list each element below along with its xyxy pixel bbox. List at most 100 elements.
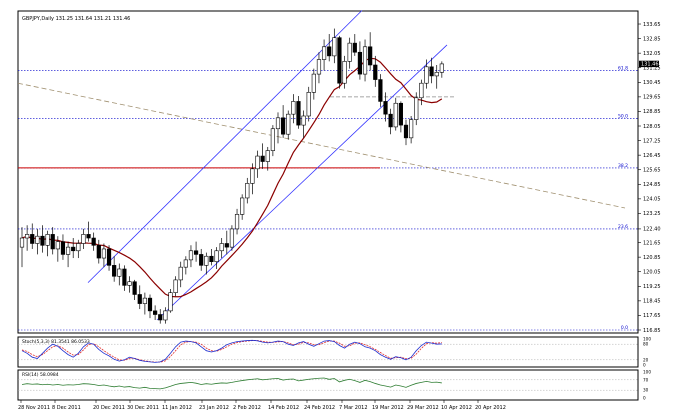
candle-body	[25, 234, 30, 239]
y-tick-label: 130.45	[643, 80, 661, 86]
x-tick-label: 24 Feb 2012	[304, 405, 335, 411]
candle-body	[357, 51, 363, 75]
x-tick-label: 8 Dec 2011	[52, 405, 81, 411]
candle-body	[409, 119, 414, 139]
y-tick-label: 132.85	[643, 36, 661, 42]
y-tick-label: 132.05	[643, 51, 661, 57]
x-tick-label: 28 Nov 2011	[18, 405, 50, 411]
stoch-label: Stoch(5,3,3) 81.3541 86.0533	[22, 339, 90, 345]
candle-body	[240, 197, 245, 215]
stoch-main-line	[21, 339, 442, 363]
y-tick-label: 124.05	[643, 197, 661, 203]
candle-body	[337, 37, 342, 84]
stoch-panel-frame	[17, 336, 639, 368]
candle-body	[71, 246, 76, 252]
candle-body	[229, 228, 235, 248]
fibonacci-label: 61.8	[618, 65, 628, 71]
candle-body	[45, 234, 50, 246]
candle-body	[76, 243, 81, 252]
candle-body	[209, 255, 214, 263]
x-tick-label: 14 Feb 2012	[268, 405, 299, 411]
candle-body	[127, 281, 132, 286]
stoch-axis-label: 80	[643, 342, 649, 347]
trend-line-dashed	[17, 82, 626, 209]
y-tick-label: 127.25	[643, 138, 661, 144]
candle-body	[311, 73, 316, 93]
candle-body	[224, 243, 229, 248]
candle-body	[35, 235, 40, 244]
candle-body	[173, 279, 178, 293]
y-tick-label: 131.25	[643, 66, 661, 72]
rsi-axis-label: 0	[643, 396, 646, 401]
candle-body	[86, 234, 91, 239]
candle-body	[55, 241, 60, 250]
candle-body	[142, 297, 147, 304]
stoch-axis-label: 100	[643, 337, 651, 342]
y-tick-label: 117.65	[643, 313, 661, 319]
y-tick-label: 118.45	[643, 299, 661, 305]
chart-header: GBPJPY,Daily 131.25 131.64 131.21 131.46	[22, 16, 130, 22]
candle-body	[112, 265, 117, 277]
candle-body	[163, 310, 168, 321]
channel-lower	[156, 44, 448, 321]
stoch-axis-label: 0	[643, 363, 646, 368]
candle-body	[19, 237, 25, 248]
y-tick-label: 122.40	[643, 227, 661, 233]
main-panel-frame	[17, 10, 639, 334]
rsi-axis-label: 30	[643, 388, 649, 393]
candle-body	[158, 314, 163, 321]
candle-body	[291, 101, 296, 115]
candle-body	[414, 97, 419, 120]
candle-body	[419, 82, 424, 99]
candle-body	[439, 63, 444, 73]
candle-body	[429, 66, 434, 77]
y-tick-label: 126.45	[643, 153, 661, 159]
rsi-axis-label: 70	[643, 377, 649, 382]
rsi-panel-frame	[17, 369, 639, 401]
fibonacci-label: 0.0	[621, 325, 628, 331]
x-tick-label: 19 Mar 2012	[372, 405, 404, 411]
y-tick-label: 133.65	[643, 22, 661, 28]
y-tick-label: 128.85	[643, 109, 661, 115]
candle-body	[265, 150, 270, 162]
y-tick-label: 128.05	[643, 124, 661, 130]
candle-body	[199, 254, 204, 266]
candle-body	[316, 59, 322, 75]
rsi-label: RSI(14) 58.0984	[22, 372, 59, 378]
x-tick-label: 29 Mar 2012	[407, 405, 439, 411]
candle-body	[398, 102, 403, 126]
x-tick-label: 30 Dec 2011	[127, 405, 159, 411]
candle-body	[403, 124, 409, 139]
candle-body	[352, 42, 357, 53]
candle-body	[234, 214, 240, 230]
y-tick-label: 120.85	[643, 255, 661, 261]
candle-body	[168, 292, 173, 312]
candle-body	[101, 248, 107, 259]
candle-body	[368, 46, 373, 66]
candle-body	[219, 243, 224, 252]
rsi-line	[21, 377, 442, 390]
candle-body	[40, 235, 45, 246]
fibonacci-label: 23.6	[618, 224, 628, 230]
y-tick-label: 120.05	[643, 270, 661, 276]
x-tick-label: 20 Dec 2011	[93, 405, 125, 411]
candle-body	[117, 268, 122, 277]
fibonacci-label: 50.0	[618, 114, 628, 120]
candle-body	[362, 46, 368, 75]
x-tick-label: 10 Apr 2012	[441, 405, 472, 411]
candle-body	[50, 234, 55, 250]
y-tick-label: 116.85	[643, 328, 661, 334]
y-tick-label: 119.25	[643, 284, 661, 290]
candle-body	[388, 113, 393, 128]
candle-body	[296, 101, 301, 126]
candle-body	[327, 46, 332, 57]
x-tick-label: 2 Feb 2012	[233, 405, 261, 411]
candle-body	[132, 281, 137, 295]
stoch-axis-label: 20	[643, 357, 649, 362]
candle-body	[260, 155, 265, 162]
candle-body	[270, 128, 275, 151]
candle-body	[306, 92, 311, 117]
y-tick-label: 125.65	[643, 168, 661, 174]
